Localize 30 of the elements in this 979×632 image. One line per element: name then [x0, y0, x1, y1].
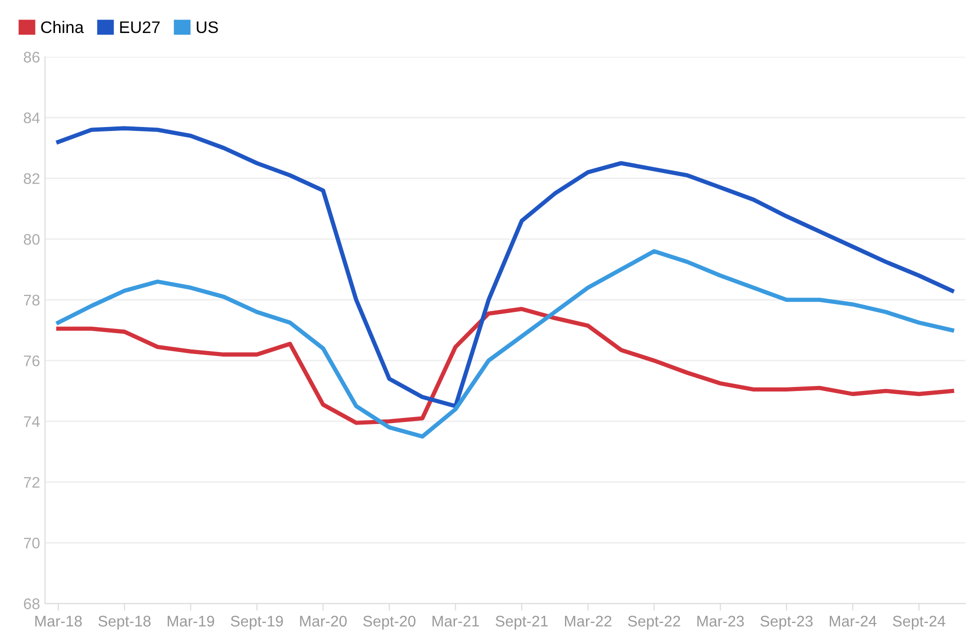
x-tick-label: Mar-20: [300, 616, 347, 627]
y-tick-label: 74: [24, 416, 40, 427]
x-tick-label: Sept-21: [496, 616, 548, 630]
y-tick-label: 86: [24, 52, 40, 63]
legend-label: EU27: [120, 21, 160, 34]
x-tick-label: Mar-24: [830, 616, 876, 627]
x-tick-label: Mar-18: [35, 616, 82, 627]
x-tick-label: Sept-19: [230, 616, 283, 630]
x-tick-label: Sept-24: [892, 616, 946, 630]
legend-label: China: [41, 20, 84, 34]
y-tick-label: 80: [24, 234, 40, 245]
x-tick-label: Mar-23: [697, 616, 744, 627]
legend-label: US: [196, 21, 218, 34]
line-series: [56, 306, 954, 425]
y-tick-label: 70: [24, 538, 40, 549]
y-tick-label: 76: [24, 355, 40, 366]
x-tick-label: Sept-18: [98, 616, 151, 630]
x-tick-label: Mar-19: [168, 616, 214, 627]
x-tick-label: Sept-22: [628, 616, 680, 630]
y-tick-label: 82: [24, 173, 40, 184]
line-series: [56, 126, 954, 408]
y-tick-label: 78: [24, 294, 40, 306]
x-tick-label: Mar-21: [432, 616, 479, 627]
x-tick-label: Sept-20: [363, 616, 416, 630]
line-series: [56, 249, 954, 439]
y-tick-label: 84: [24, 112, 40, 124]
y-tick-label: 68: [24, 598, 40, 610]
x-tick-label: Sept-23: [760, 616, 813, 630]
y-tick-label: 72: [24, 476, 40, 488]
x-tick-label: Mar-22: [564, 616, 612, 627]
